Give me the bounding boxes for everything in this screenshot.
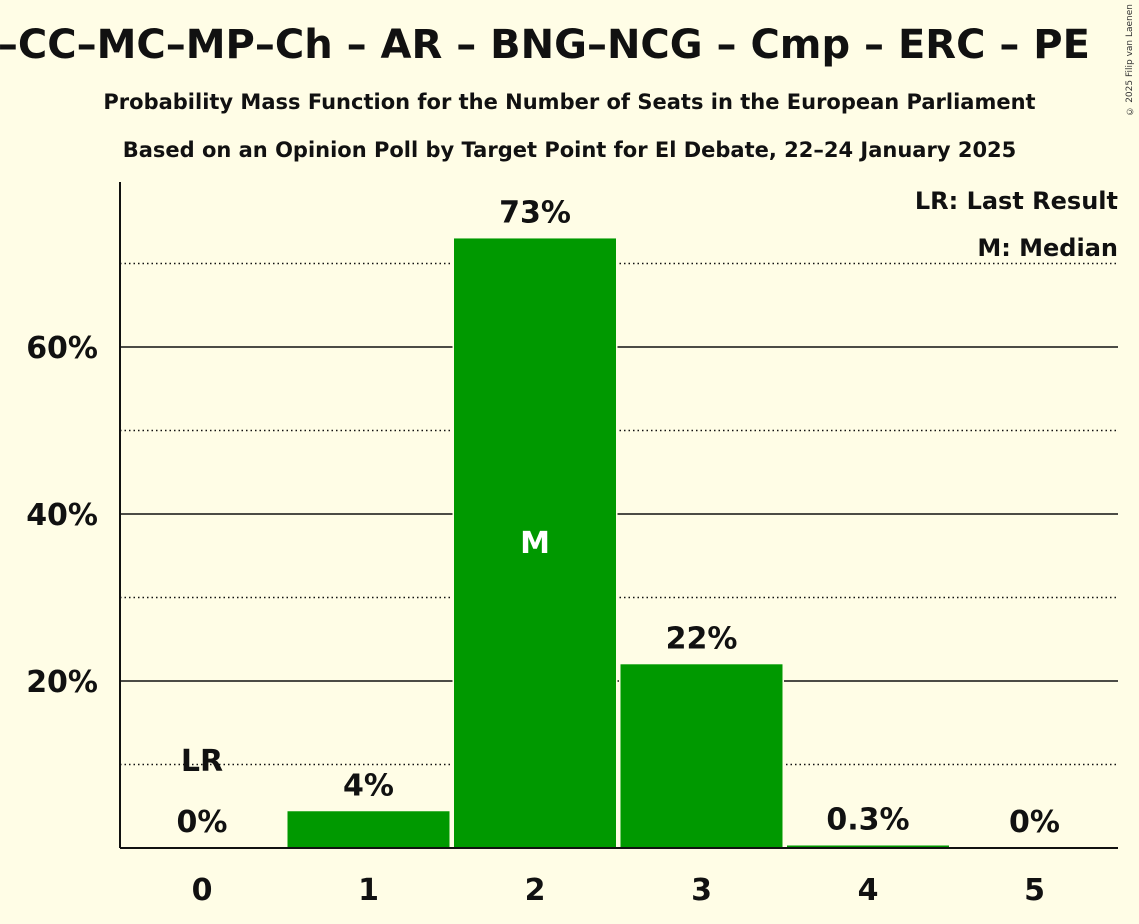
- x-tick-label: 4: [858, 873, 879, 908]
- chart-title: S–CC–MC–MP–Ch – AR – BNG–NCG – Cmp – ERC…: [0, 22, 1090, 68]
- y-tick-label: 60%: [26, 331, 98, 366]
- data-label: 0.3%: [826, 802, 909, 837]
- legend-last-result: LR: Last Result: [915, 187, 1118, 215]
- median-marker: M: [520, 526, 550, 561]
- chart-subtitle-source: Based on an Opinion Poll by Target Point…: [122, 138, 1017, 162]
- data-label: 73%: [499, 195, 571, 230]
- data-label: 0%: [1009, 805, 1060, 840]
- bar: [787, 845, 949, 848]
- legend-median: M: Median: [977, 234, 1118, 262]
- data-label: 22%: [666, 621, 738, 656]
- bar: [287, 811, 450, 848]
- bar: [620, 664, 783, 848]
- last-result-marker: LR: [181, 744, 223, 779]
- bar: [454, 238, 616, 848]
- x-tick-label: 5: [1024, 873, 1045, 908]
- y-tick-label: 40%: [26, 498, 98, 533]
- chart-subtitle: Probability Mass Function for the Number…: [103, 90, 1036, 114]
- x-tick-label: 2: [525, 873, 546, 908]
- y-tick-label: 20%: [26, 665, 98, 700]
- data-label: 4%: [343, 768, 394, 803]
- x-tick-label: 1: [358, 873, 379, 908]
- data-label: 0%: [177, 805, 228, 840]
- x-tick-label: 0: [192, 873, 213, 908]
- x-tick-label: 3: [691, 873, 712, 908]
